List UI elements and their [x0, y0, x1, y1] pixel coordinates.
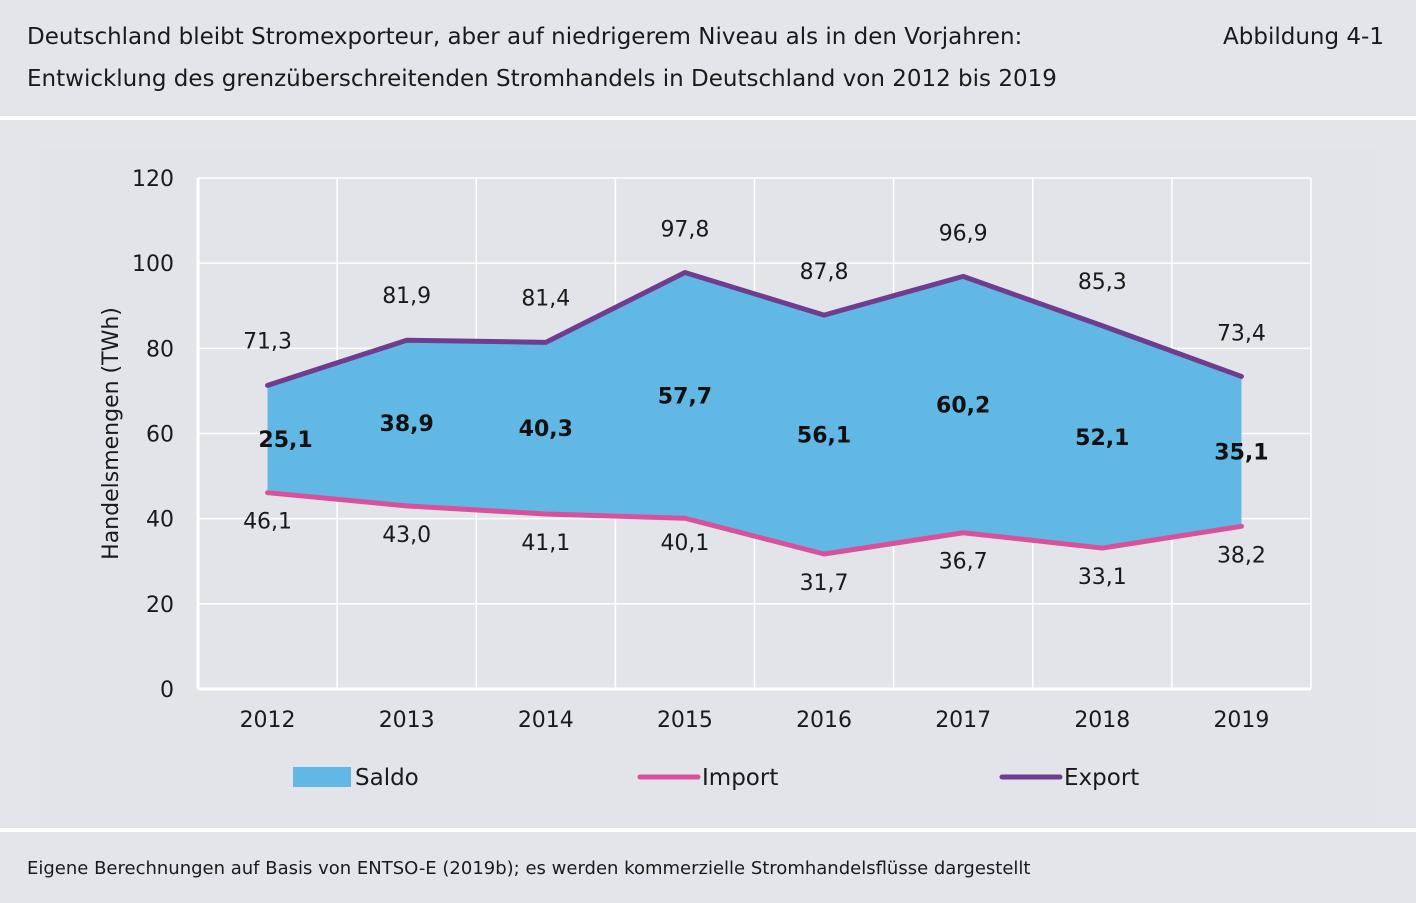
saldo-data-label: 60,2 [936, 394, 990, 419]
y-tick-label: 120 [132, 167, 174, 192]
x-tick-label: 2018 [1074, 708, 1130, 733]
saldo-data-label: 25,1 [258, 428, 312, 453]
export-data-label: 73,4 [1217, 321, 1266, 346]
export-data-label: 71,3 [243, 329, 292, 354]
saldo-data-label: 52,1 [1075, 426, 1129, 451]
import-line [265, 490, 1244, 557]
y-axis-title: Handelsmengen (TWh) [99, 307, 124, 560]
legend-swatch-saldo [293, 767, 351, 787]
y-tick-label: 80 [146, 337, 174, 362]
x-tick-label: 2017 [935, 708, 991, 733]
x-tick-label: 2015 [657, 708, 713, 733]
saldo-data-label: 56,1 [797, 424, 851, 449]
import-data-label: 36,7 [939, 550, 988, 575]
import-data-label: 43,0 [382, 523, 431, 548]
x-tick-label: 2016 [796, 708, 852, 733]
area-chart: 0 20 40 60 80 100 120 71,3 81,9 81,4 97,8 87,8 96,9 8… [38, 148, 1378, 824]
export-data-label: 81,9 [382, 284, 431, 309]
y-tick-label: 20 [146, 593, 174, 618]
export-data-label: 97,8 [660, 218, 709, 243]
legend-label-import: Import [702, 765, 778, 791]
y-tick-label: 100 [132, 252, 174, 277]
source-note: Eigene Berechnungen auf Basis von ENTSO-… [27, 858, 1031, 879]
figure-label: Abbildung 4-1 [1223, 24, 1384, 50]
saldo-data-label: 35,1 [1214, 440, 1268, 465]
saldo-data-label: 40,3 [519, 417, 573, 442]
y-tick-label: 40 [146, 508, 174, 533]
header: Deutschland bleibt Stromexporteur, aber … [0, 0, 1416, 116]
x-tick-label: 2019 [1213, 708, 1269, 733]
export-data-label: 85,3 [1078, 270, 1127, 295]
y-tick-label: 0 [160, 678, 174, 703]
saldo-data-label: 38,9 [380, 412, 434, 437]
x-tick-label: 2012 [240, 708, 296, 733]
export-data-label: 81,4 [521, 286, 570, 311]
import-data-label: 33,1 [1078, 565, 1127, 590]
import-data-label: 31,7 [800, 571, 849, 596]
chart-subtitle: Entwicklung des grenzüberschreitenden St… [27, 66, 1057, 92]
import-data-label: 38,2 [1217, 543, 1266, 568]
legend-label-export: Export [1064, 765, 1139, 791]
import-data-label: 41,1 [521, 531, 570, 556]
x-tick-label: 2014 [518, 708, 574, 733]
y-tick-label: 60 [146, 423, 174, 448]
x-tick-label: 2013 [379, 708, 435, 733]
export-data-label: 87,8 [800, 260, 849, 285]
saldo-data-label: 57,7 [658, 384, 712, 409]
header-divider [0, 116, 1416, 120]
chart-title: Deutschland bleibt Stromexporteur, aber … [27, 24, 1023, 50]
export-line [265, 270, 1244, 388]
import-data-label: 40,1 [660, 531, 709, 556]
legend-label-saldo: Saldo [355, 765, 419, 791]
import-data-label: 46,1 [243, 510, 292, 535]
footer-divider [0, 828, 1416, 832]
export-data-label: 96,9 [939, 221, 988, 246]
